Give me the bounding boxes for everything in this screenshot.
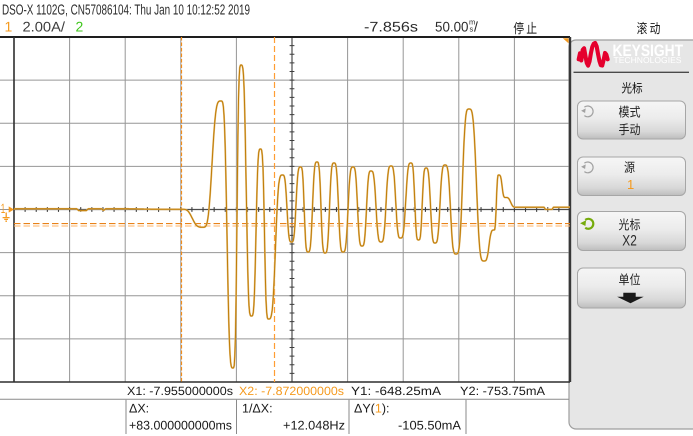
svg-text:1/ΔX:: 1/ΔX: xyxy=(242,402,273,416)
svg-text:m: m xyxy=(469,18,475,27)
svg-text:1: 1 xyxy=(627,177,634,192)
svg-text:TECHNOLOGIES: TECHNOLOGIES xyxy=(614,55,682,65)
svg-text:ΔX:: ΔX: xyxy=(129,402,149,416)
svg-text:+83.000000000ms: +83.000000000ms xyxy=(129,419,232,433)
svg-text:-105.50mA: -105.50mA xyxy=(398,419,462,433)
svg-text:DSO-X 1102G, CN57086104: Thu J: DSO-X 1102G, CN57086104: Thu Jan 10 10:1… xyxy=(2,3,250,19)
svg-text:X2: X2 xyxy=(622,233,637,250)
svg-text:Y1: -648.25mA: Y1: -648.25mA xyxy=(351,384,441,398)
svg-text:X1: -7.955000000s: X1: -7.955000000s xyxy=(127,384,233,398)
svg-text:/: / xyxy=(474,19,478,35)
svg-text:X2: -7.872000000s: X2: -7.872000000s xyxy=(239,384,344,398)
svg-text:2.00A/: 2.00A/ xyxy=(23,19,66,35)
svg-text:Y2: -753.75mA: Y2: -753.75mA xyxy=(460,384,545,398)
svg-text:50.00: 50.00 xyxy=(435,19,469,35)
svg-text:ΔY(1):: ΔY(1): xyxy=(354,402,389,416)
svg-text:KEYSIGHT: KEYSIGHT xyxy=(613,42,684,60)
svg-text:1: 1 xyxy=(5,19,13,35)
svg-text:+12.048Hz: +12.048Hz xyxy=(283,419,345,433)
svg-text:2: 2 xyxy=(76,19,84,35)
svg-text:s: s xyxy=(470,25,474,34)
svg-text:1: 1 xyxy=(1,201,6,216)
svg-text:-7.856s: -7.856s xyxy=(364,19,418,35)
